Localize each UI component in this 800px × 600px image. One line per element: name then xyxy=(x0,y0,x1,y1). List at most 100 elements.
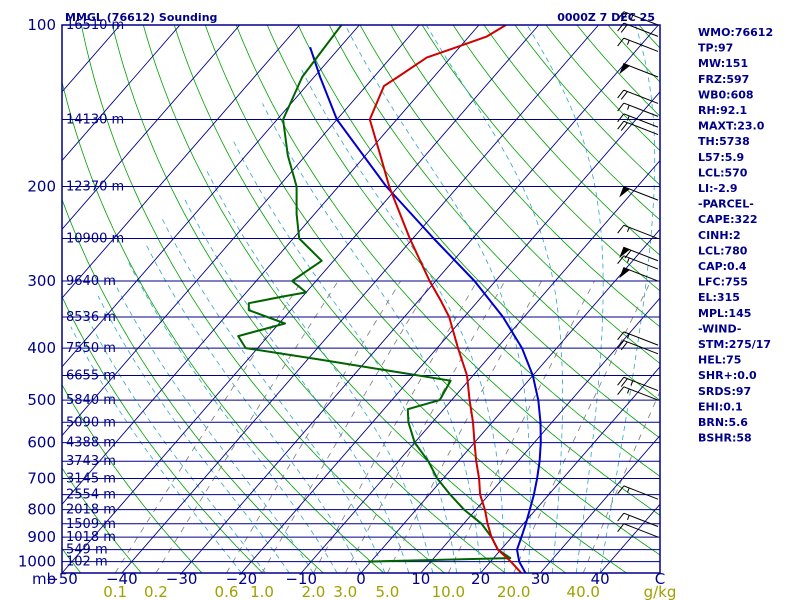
wind-barb xyxy=(617,512,659,527)
temperature-tick-label: −30 xyxy=(166,570,198,588)
valid-time: 0000Z 7 DEC 25 xyxy=(557,11,655,24)
side-panel-line: HEL:75 xyxy=(698,354,741,367)
moist-adiabat xyxy=(425,25,563,573)
dry-adiabat xyxy=(359,25,660,364)
mixing-ratio-line xyxy=(261,280,433,573)
mixing-ratio-label: 3.0 xyxy=(333,583,357,600)
wind-barb xyxy=(617,224,659,240)
dry-adiabat xyxy=(62,295,263,573)
barb-feather xyxy=(617,512,625,522)
barb-staff xyxy=(623,224,659,240)
moist-adiabat xyxy=(599,25,656,573)
side-panel-line: EL:315 xyxy=(698,291,740,304)
barb-feather xyxy=(617,386,625,396)
wind-barb xyxy=(617,113,659,128)
barb-half-feather xyxy=(626,104,630,110)
barb-staff xyxy=(623,120,659,136)
pressure-label: 800 xyxy=(27,501,56,519)
isotherm xyxy=(241,91,660,573)
barb-feather xyxy=(617,22,625,32)
temperature-tick-label: −10 xyxy=(285,570,317,588)
side-panel-line: CAP:0.4 xyxy=(698,260,747,273)
wind-barb xyxy=(619,246,659,262)
temperature-tick-label: −50 xyxy=(46,570,78,588)
barb-feather xyxy=(617,102,625,112)
dry-adiabat xyxy=(235,25,660,516)
pressure-label: 100 xyxy=(27,16,56,34)
moist-adiabat xyxy=(70,326,242,573)
height-label: 10900 m xyxy=(66,232,124,247)
temperature-tick-label: C xyxy=(655,570,665,588)
wind-barb xyxy=(617,331,659,346)
moist-adiabat xyxy=(233,141,458,573)
parcel-line xyxy=(309,46,542,573)
temperature-tick-label: 40 xyxy=(591,570,610,588)
side-panel-line: LI:-2.9 xyxy=(698,182,738,195)
height-label: 16510 m xyxy=(66,18,124,33)
temperature-tick-label: −20 xyxy=(226,570,258,588)
barb-half-feather xyxy=(626,388,630,394)
side-panel-line: MAXT:23.0 xyxy=(698,120,765,133)
barb-half-feather xyxy=(626,40,630,45)
wind-barb xyxy=(617,11,659,26)
side-panel-line: LFC:755 xyxy=(698,276,748,289)
barb-half-feather xyxy=(626,257,630,263)
barb-staff xyxy=(623,523,659,538)
mixing-ratio-label: 5.0 xyxy=(375,583,399,600)
barb-feather xyxy=(617,331,625,341)
height-label: 3743 m xyxy=(66,454,116,469)
barb-half-feather xyxy=(626,487,630,493)
barb-feather xyxy=(617,376,625,386)
barb-feather xyxy=(617,485,625,495)
height-label: 3145 m xyxy=(66,472,116,487)
moist-adiabat xyxy=(344,25,531,573)
barb-staff xyxy=(623,376,659,392)
barb-staff xyxy=(623,22,659,37)
moist-adiabat xyxy=(526,25,604,573)
barb-pennant xyxy=(619,267,631,279)
mixing-ratio-label: 2.0 xyxy=(302,583,326,600)
barb-feather xyxy=(620,24,628,33)
mixing-ratio-label: 20.0 xyxy=(497,583,530,600)
wind-barb xyxy=(617,120,659,136)
barb-half-feather xyxy=(626,515,630,520)
mixing-ratio-label: 1.0 xyxy=(250,583,274,600)
side-panel-line: LCL:570 xyxy=(698,166,748,179)
dry-adiabat xyxy=(62,198,324,573)
isotherm xyxy=(62,25,420,437)
height-label: 5090 m xyxy=(66,415,116,430)
side-panel-line: SRDS:97 xyxy=(698,385,751,398)
isotherm xyxy=(62,25,480,505)
moist-adiabat xyxy=(161,218,386,573)
wind-barb xyxy=(617,37,659,52)
mixing-ratio-label: 40.0 xyxy=(567,583,600,600)
barb-half-feather xyxy=(630,15,634,20)
barb-staff xyxy=(623,89,659,104)
mixing-ratio-label: 0.6 xyxy=(215,583,239,600)
height-label: 5840 m xyxy=(66,393,116,408)
x-unit-label: mb xyxy=(32,570,56,588)
pressure-label: 700 xyxy=(27,470,56,488)
barb-pennant xyxy=(619,186,631,198)
height-label: 549 m xyxy=(66,543,108,558)
dry-adiabat xyxy=(81,25,445,573)
dry-adiabat xyxy=(62,467,142,573)
mixing-ratio-line xyxy=(226,280,401,573)
moist-adiabat xyxy=(83,310,266,573)
isotherm xyxy=(0,25,60,573)
moist-adiabat xyxy=(145,243,362,573)
side-panel-line: BRN:5.6 xyxy=(698,416,748,429)
barb-half-feather xyxy=(626,227,630,233)
height-label: 12370 m xyxy=(66,180,124,195)
mixing-ratio-label: 0.2 xyxy=(144,583,168,600)
isotherm xyxy=(300,159,660,573)
side-panel: WMO:76612 TP:97 MW:151 FRZ:597 WB0:608 RH:92.… xyxy=(698,26,773,445)
dry-adiabat xyxy=(62,384,203,573)
dewpoint-line xyxy=(237,25,512,563)
side-panel-line: STM:275/17 xyxy=(698,338,771,351)
mixing-ratio-line xyxy=(513,280,652,573)
pressure-label: 300 xyxy=(27,272,56,290)
dry-adiabat xyxy=(452,25,660,256)
wind-barb xyxy=(617,340,659,355)
